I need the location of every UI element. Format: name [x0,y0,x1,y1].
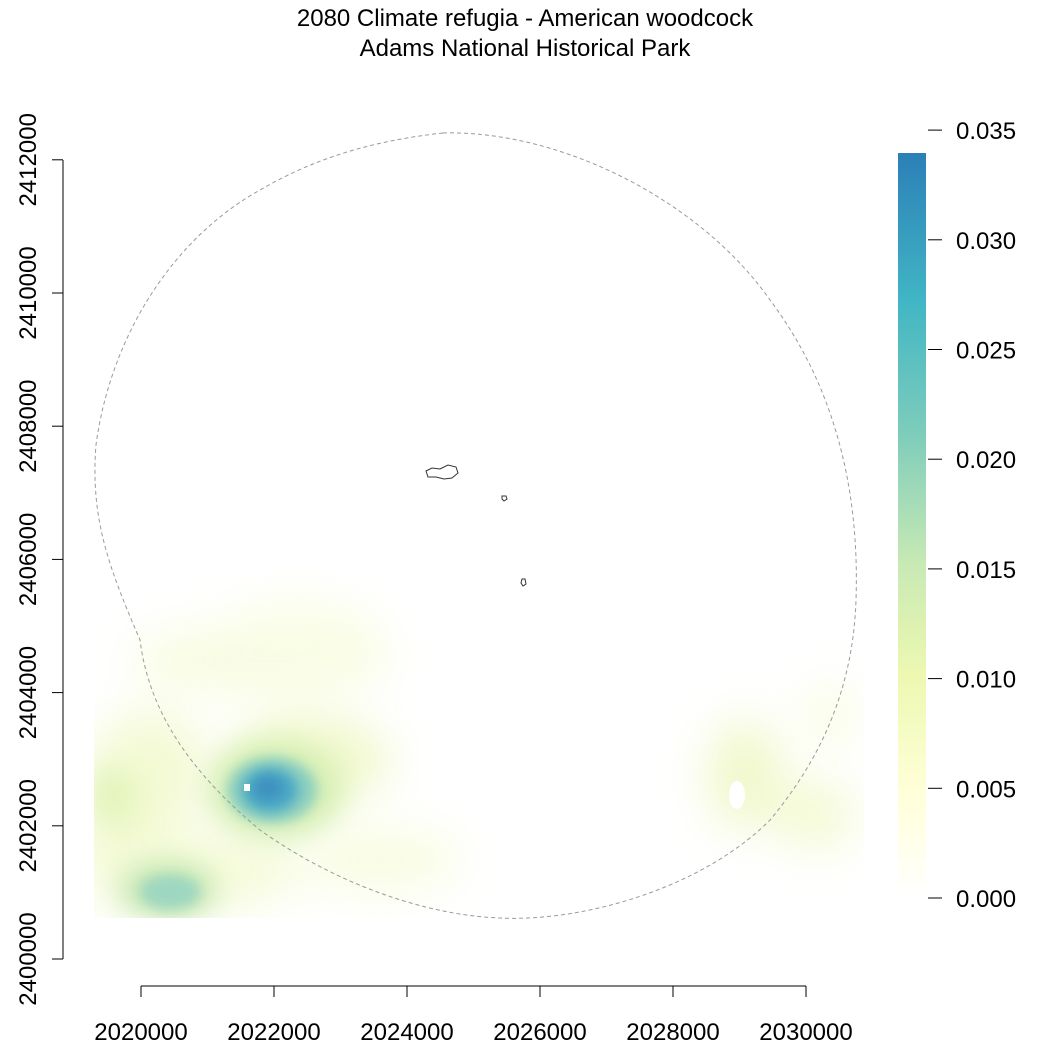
park-unit-small-1 [501,495,508,502]
legend-tick-label: 0.000 [956,886,1016,913]
y-tick-label: 2410000 [15,246,42,339]
legend-tick-label: 0.005 [956,776,1016,803]
park-unit-small-2 [520,578,527,587]
x-tick-label: 2022000 [227,1019,320,1046]
x-axis: 2020000 2022000 2024000 2026000 2028000 20300… [94,985,853,1046]
y-tick-label: 2404000 [15,646,42,739]
legend-tick-label: 0.020 [956,447,1016,474]
color-legend: 0.000 0.005 0.010 0.015 0.020 0.025 0.030 0.035 [898,118,1016,913]
x-tick-label: 2020000 [94,1019,187,1046]
y-tick-label: 2406000 [15,513,42,606]
x-tick-label: 2028000 [626,1019,719,1046]
map-title: 2080 Climate refugia - American woodcock [296,5,754,32]
x-tick-label: 2024000 [360,1019,453,1046]
legend-tick-label: 0.025 [956,338,1016,365]
y-axis: 2400000 2402000 2404000 2406000 2408000 24100… [15,113,64,1006]
legend-tick-label: 0.010 [956,667,1016,694]
legend-tick-label: 0.015 [956,557,1016,584]
x-tick-label: 2030000 [759,1019,852,1046]
y-tick-label: 2408000 [15,379,42,472]
legend-colorbar [898,153,926,897]
y-tick-label: 2400000 [15,912,42,1005]
x-tick-label: 2026000 [493,1019,586,1046]
refugia-raster [94,600,855,918]
y-tick-label: 2412000 [15,113,42,206]
buffer-boundary [94,132,857,919]
park-unit-main [425,464,459,480]
legend-tick-label: 0.030 [956,228,1016,255]
legend-tick-label: 0.035 [956,118,1016,145]
map-subtitle: Adams National Historical Park [359,35,691,62]
y-tick-label: 2402000 [15,779,42,872]
